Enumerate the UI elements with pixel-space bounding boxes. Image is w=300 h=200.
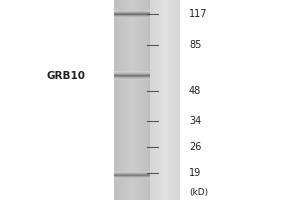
Text: 26: 26 (189, 142, 201, 152)
Text: GRB10: GRB10 (46, 71, 86, 81)
Text: 19: 19 (189, 168, 201, 178)
Text: 117: 117 (189, 9, 208, 19)
Text: 48: 48 (189, 86, 201, 96)
Text: 85: 85 (189, 40, 201, 50)
Text: 34: 34 (189, 116, 201, 126)
Text: (kD): (kD) (189, 188, 208, 196)
